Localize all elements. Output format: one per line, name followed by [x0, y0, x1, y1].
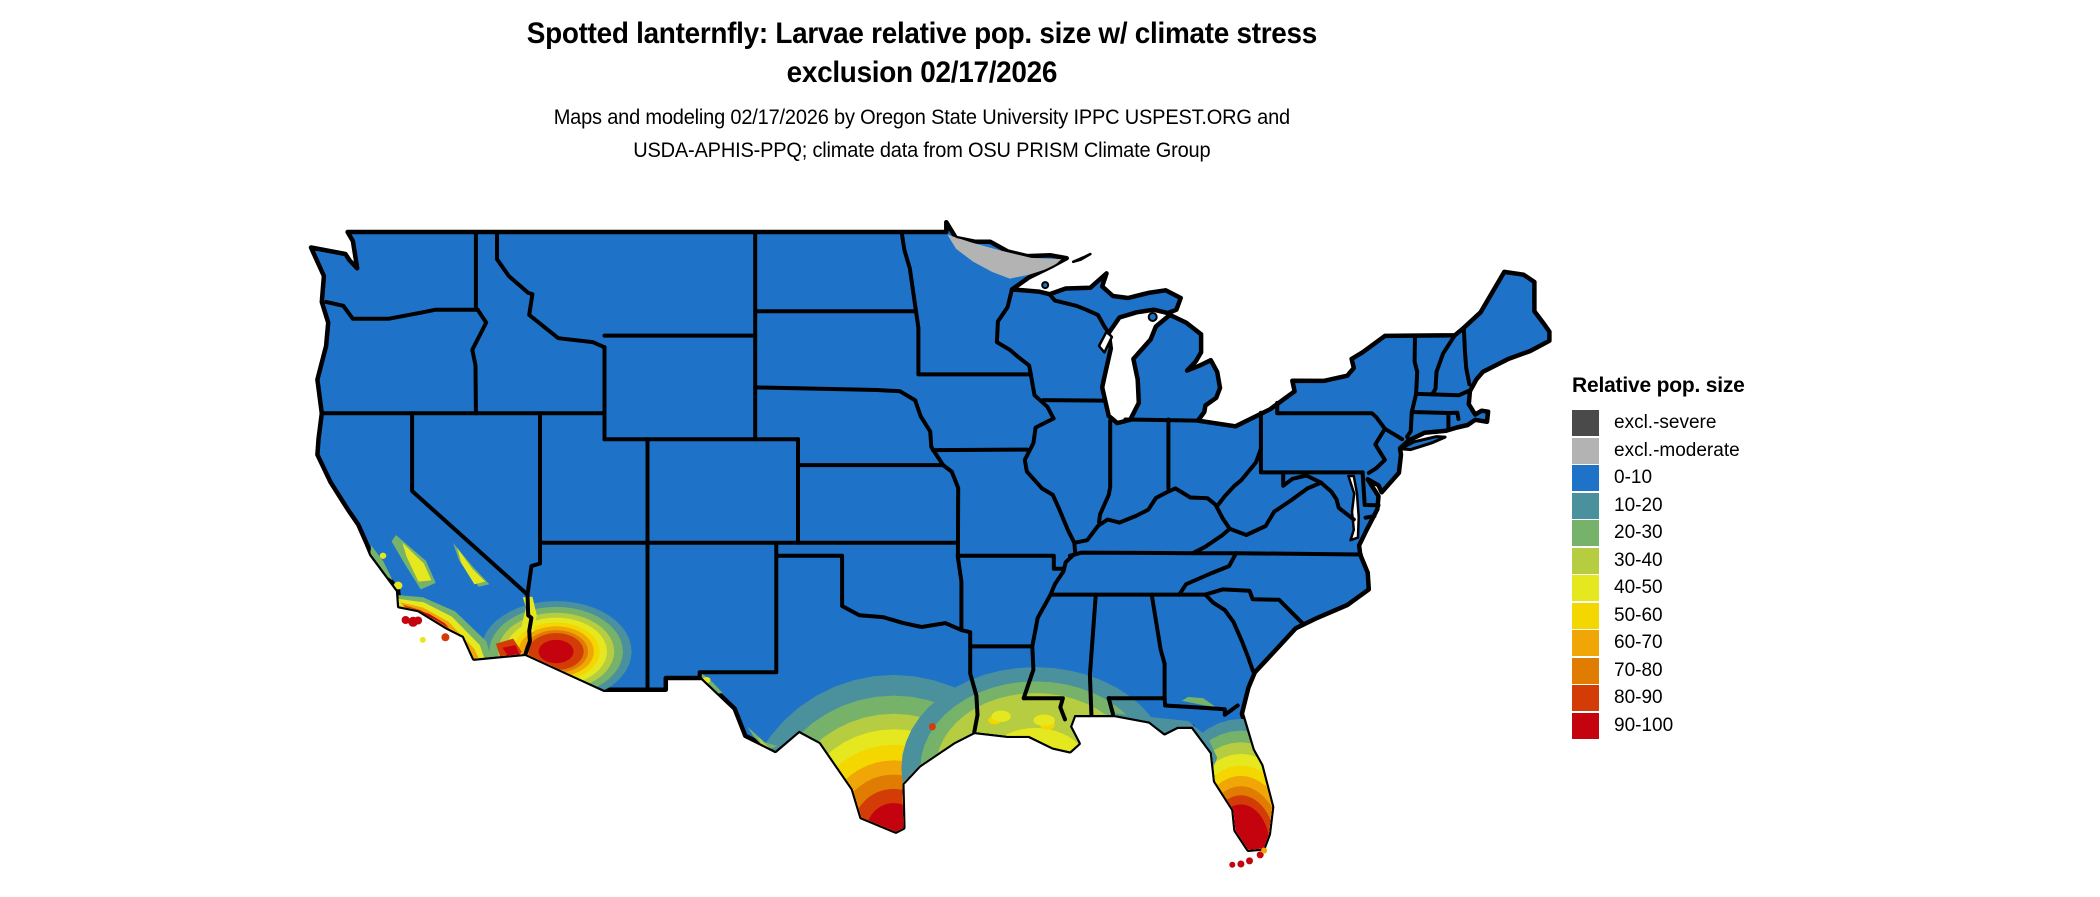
long-island	[1399, 435, 1447, 452]
legend-swatch-gold50	[1572, 602, 1599, 629]
apostle-island	[1041, 281, 1050, 290]
legend-swatch-b0	[1572, 465, 1599, 491]
legend-label-b0: 0-10	[1614, 467, 1653, 488]
legend-label-dr90: 90-100	[1614, 714, 1674, 736]
legend-label-excl_moderate: excl.-moderate	[1614, 439, 1740, 461]
legend-label-t10: 10-20	[1614, 494, 1663, 516]
legend-swatch-yg30	[1572, 547, 1599, 574]
legend-title: Relative pop. size	[1572, 374, 1745, 397]
exclusion-moderate-region	[947, 234, 1062, 279]
figure-title: Spotted lanternfly: Larvae relative pop.…	[0, 14, 1844, 92]
legend-swatch-excl_severe	[1572, 410, 1599, 436]
legend-row-y40: 40-50	[1572, 575, 1812, 601]
legend-label-r80: 80-90	[1614, 687, 1663, 708]
beaver-island	[1147, 312, 1158, 322]
legend-label-excl_severe: excl.-severe	[1614, 412, 1717, 433]
legend-swatch-dr90	[1572, 712, 1599, 739]
legend-swatch-t10	[1572, 492, 1599, 519]
legend-row-b0: 0-10	[1572, 465, 1812, 491]
legend-swatch-g20	[1572, 520, 1599, 546]
legend-swatch-y40	[1572, 575, 1599, 601]
legend-label-gold50: 50-60	[1614, 604, 1663, 626]
legend-row-yg30: 30-40	[1572, 547, 1812, 574]
figure-subtitle: Maps and modeling 02/17/2026 by Oregon S…	[0, 101, 1844, 167]
legend-label-do70: 70-80	[1614, 659, 1663, 681]
legend-row-do70: 70-80	[1572, 657, 1812, 684]
legend-row-o60: 60-70	[1572, 630, 1812, 656]
legend-label-o60: 60-70	[1614, 632, 1663, 653]
map-legend: Relative pop. size excl.-severe excl.-mod…	[1572, 374, 1812, 740]
legend-label-yg30: 30-40	[1614, 549, 1663, 571]
figure-header: Spotted lanternfly: Larvae relative pop.…	[0, 14, 1844, 167]
legend-row-r80: 80-90	[1572, 685, 1812, 711]
legend-row-g20: 20-30	[1572, 520, 1812, 546]
chesapeake-bay	[1347, 474, 1360, 542]
legend-label-g20: 20-30	[1614, 522, 1663, 543]
figure-subtitle-line1: Maps and modeling 02/17/2026 by Oregon S…	[553, 105, 1291, 129]
isle-royale	[1071, 252, 1092, 264]
legend-label-y40: 40-50	[1614, 577, 1663, 598]
legend-swatch-o60	[1572, 630, 1599, 656]
legend-row-gold50: 50-60	[1572, 602, 1812, 629]
legend-row-excl_severe: excl.-severe	[1572, 410, 1812, 436]
figure-subtitle-line2: USDA-APHIS-PPQ; climate data from OSU PR…	[633, 138, 1211, 162]
legend-swatch-excl_moderate	[1572, 437, 1599, 464]
legend-row-t10: 10-20	[1572, 492, 1812, 519]
legend-swatch-r80	[1572, 685, 1599, 711]
state-borders	[319, 230, 1472, 734]
figure-title-line2: exclusion 02/17/2026	[786, 56, 1058, 89]
legend-row-dr90: 90-100	[1572, 712, 1812, 739]
island-dots	[401, 281, 1268, 868]
legend-rows: excl.-severe excl.-moderate 0-10 10-20 20-30…	[1572, 410, 1812, 739]
legend-swatch-do70	[1572, 657, 1599, 684]
green-bay	[1097, 330, 1114, 354]
figure-title-line1: Spotted lanternfly: Larvae relative pop.…	[526, 17, 1318, 50]
legend-row-excl_moderate: excl.-moderate	[1572, 437, 1812, 464]
